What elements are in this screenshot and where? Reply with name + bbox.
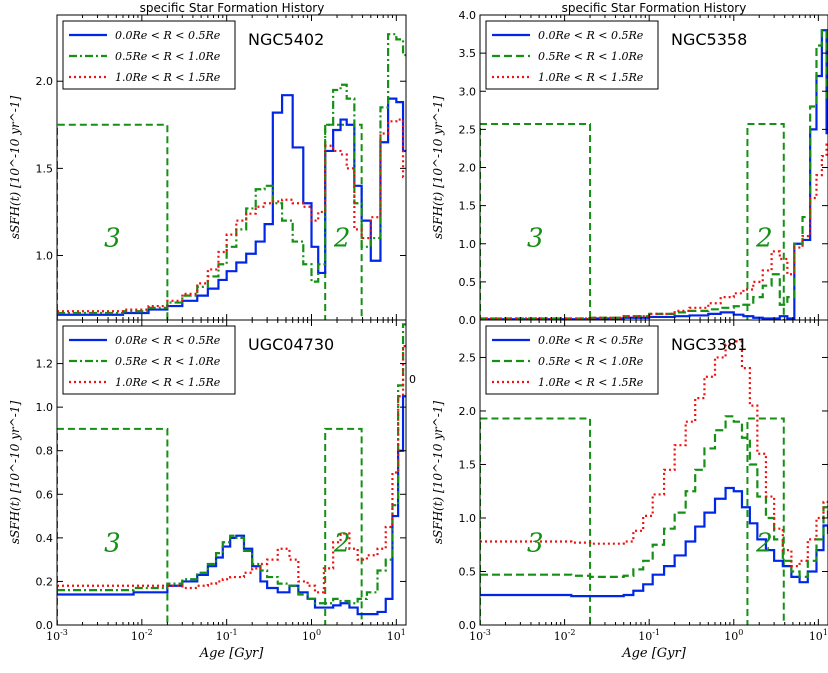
legend-entry-2: 0.5Re < R < 1.0Re [538, 50, 644, 63]
y-tick-label: 0.5 [459, 276, 477, 289]
region-label-2: 2 [755, 529, 773, 559]
region-box-3 [480, 417, 592, 625]
series-line-3 [57, 118, 406, 313]
legend-entry-3: 1.0Re < R < 1.5Re [115, 376, 221, 389]
series-line-2 [57, 33, 406, 315]
region-label-2: 2 [333, 529, 351, 559]
x-tick-label: 100 [724, 628, 743, 643]
region-box-2 [746, 123, 785, 320]
galaxy-name: NGC3381 [671, 335, 747, 354]
y-tick-label: 2.5 [459, 123, 477, 136]
legend-entry-3: 1.0Re < R < 1.5Re [538, 71, 644, 84]
y-tick-label: 1.5 [459, 458, 477, 471]
series-line-2 [480, 29, 828, 320]
legend: 0.0Re < R < 0.5Re 0.5Re < R < 1.0Re 1.0Re … [62, 325, 236, 395]
region-label-3: 3 [104, 224, 121, 254]
y-tick-label: 0.0 [36, 619, 54, 632]
x-tick-label: 100 [302, 628, 321, 643]
series-line-1 [57, 395, 406, 616]
y-tick-label: 1.0 [36, 250, 54, 263]
region-box-2 [324, 123, 363, 320]
x-tick-label: 101 [387, 628, 406, 643]
legend-entry-1: 0.0Re < R < 0.5Re [115, 29, 221, 42]
y-tick-label: 1.0 [459, 238, 477, 251]
region-label-3: 3 [527, 529, 544, 559]
x-tick-label: 10-3 [46, 628, 68, 643]
y-tick-label: 3.0 [459, 85, 477, 98]
x-tick-label: 101 [809, 628, 828, 643]
y-tick-label: 0.8 [36, 445, 54, 458]
figure-title-left: specific Star Formation History [140, 1, 325, 15]
y-tick-label: 1.0 [459, 512, 477, 525]
x-tick-label: 10-3 [469, 628, 491, 643]
y-axis-label: sSFH(t) [10^-10 yr^-1] [431, 401, 445, 545]
y-tick-label: 2.0 [459, 405, 477, 418]
y-tick-label: 2.0 [36, 75, 54, 88]
y-axis-label: sSFH(t) [10^-10 yr^-1] [431, 96, 445, 240]
y-tick-label: 4.0 [459, 9, 477, 22]
region-label-2: 2 [755, 224, 773, 254]
series-line-1 [57, 94, 406, 316]
y-tick-label: 0.5 [459, 565, 477, 578]
region-box-3 [57, 427, 169, 625]
y-axis-label: sSFH(t) [10^-10 yr^-1] [8, 96, 22, 240]
y-tick-label: 1.5 [459, 200, 477, 213]
x-tick-label: 10-2 [554, 628, 576, 643]
plot-area [57, 33, 406, 320]
region-box-2 [746, 417, 785, 625]
legend: 0.0Re < R < 0.5Re 0.5Re < R < 1.0Re 1.0Re … [485, 325, 659, 395]
legend-box [485, 20, 659, 90]
y-tick-label: 0.0 [459, 314, 477, 327]
series-line-3 [480, 143, 828, 320]
y-tick-label: 3.5 [459, 47, 477, 60]
y-tick-label: 0.0 [459, 619, 477, 632]
axes-frame [479, 319, 828, 626]
y-tick-label: 2.5 [459, 351, 477, 364]
region-label-3: 3 [104, 529, 121, 559]
galaxy-name: UGC04730 [248, 335, 334, 354]
y-tick-label: 0.2 [36, 575, 54, 588]
series-line-2 [57, 323, 406, 605]
galaxy-name: NGC5358 [671, 30, 747, 49]
legend-entry-1: 0.0Re < R < 0.5Re [538, 334, 644, 347]
legend: 0.0Re < R < 0.5Re 0.5Re < R < 1.0Re 1.0Re … [62, 20, 236, 90]
panel-ngc3381: 3 2 0.0 0.5 1.0 1.5 2.0 2.5 10-3 10-2 10-1 100 101 Ag… [431, 319, 828, 661]
region-label-3: 3 [527, 224, 544, 254]
legend-entry-3: 1.0Re < R < 1.5Re [115, 71, 221, 84]
legend: 0.0Re < R < 0.5Re 0.5Re < R < 1.0Re 1.0Re … [485, 20, 659, 90]
panel-ngc5402: 3 2 1.0 1.5 2.0 sSFH(t) [10^-10 yr^-1] 0.0Re <… [8, 14, 407, 321]
x-axis-label: Age [Gyr] [199, 646, 265, 661]
panel-ngc5358: 3 2 0.0 0.5 1.0 1.5 2.0 2.5 3.0 3.5 4.0 sSFH(t) [10… [431, 9, 828, 327]
stray-label: 0 [409, 373, 416, 386]
y-tick-label: 2.0 [459, 162, 477, 175]
x-axis-label: Age [Gyr] [621, 646, 687, 661]
legend-entry-2: 0.5Re < R < 1.0Re [115, 50, 221, 63]
series-line-2 [480, 415, 828, 578]
galaxy-name: NGC5402 [248, 30, 324, 49]
panel-ugc04730: 3 2 0.0 0.2 0.4 0.6 0.8 1.0 1.2 10-3 10-2 10-1 100 10… [8, 319, 407, 661]
region-box-2 [324, 427, 363, 625]
figure-title-right: specific Star Formation History [562, 1, 747, 15]
legend-entry-1: 0.0Re < R < 0.5Re [538, 29, 644, 42]
axes-frame [56, 319, 407, 626]
legend-box [485, 325, 659, 395]
y-tick-label: 0.4 [36, 532, 54, 545]
plot-area [480, 340, 828, 625]
y-tick-label: 1.2 [36, 358, 54, 371]
x-tick-label: 10-1 [638, 628, 660, 643]
region-label-2: 2 [333, 224, 351, 254]
y-tick-label: 1.5 [36, 162, 54, 175]
legend-entry-1: 0.0Re < R < 0.5Re [115, 334, 221, 347]
legend-entry-3: 1.0Re < R < 1.5Re [538, 376, 644, 389]
legend-entry-2: 0.5Re < R < 1.0Re [538, 355, 644, 368]
plot-area [57, 323, 406, 625]
y-tick-label: 1.0 [36, 401, 54, 414]
legend-entry-2: 0.5Re < R < 1.0Re [115, 355, 221, 368]
y-axis-label: sSFH(t) [10^-10 yr^-1] [8, 401, 22, 545]
x-tick-label: 10-1 [216, 628, 238, 643]
series-line-3 [57, 345, 406, 594]
y-tick-label: 0.6 [36, 488, 54, 501]
x-tick-label: 10-2 [131, 628, 153, 643]
